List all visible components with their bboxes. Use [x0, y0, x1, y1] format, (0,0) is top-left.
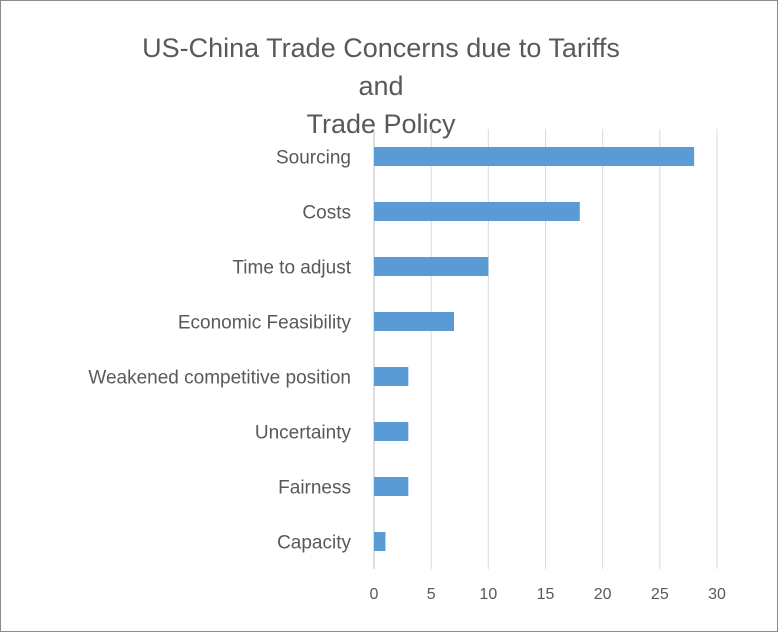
category-label: Capacity	[277, 533, 351, 554]
bar-time-to-adjust	[374, 257, 489, 276]
bar-fairness	[374, 477, 409, 496]
category-label: Costs	[302, 203, 351, 224]
x-tick-label: 10	[479, 586, 497, 603]
bar-sourcing	[374, 147, 695, 166]
bar-capacity	[374, 532, 386, 551]
category-label: Sourcing	[276, 148, 351, 169]
category-label: Uncertainty	[255, 423, 352, 444]
x-tick-label: 0	[370, 586, 379, 603]
bar-costs	[374, 202, 580, 221]
category-label: Weakened competitive position	[88, 368, 351, 389]
bar-weakened-competitive-position	[374, 367, 409, 386]
chart-title: US-China Trade Concerns due to Tariffs a…	[131, 29, 631, 143]
bar-uncertainty	[374, 422, 409, 441]
x-tick-label: 20	[594, 586, 612, 603]
x-tick-label: 15	[537, 586, 555, 603]
x-tick-label: 25	[651, 586, 669, 603]
category-label: Fairness	[278, 478, 351, 499]
category-label: Economic Feasibility	[178, 313, 352, 334]
category-label: Time to adjust	[232, 258, 351, 279]
chart-title-line-1: US-China Trade Concerns due to Tariffs a…	[142, 33, 620, 101]
bar-economic-feasibility	[374, 312, 455, 331]
x-tick-label: 30	[708, 586, 726, 603]
x-tick-label: 5	[427, 586, 436, 603]
